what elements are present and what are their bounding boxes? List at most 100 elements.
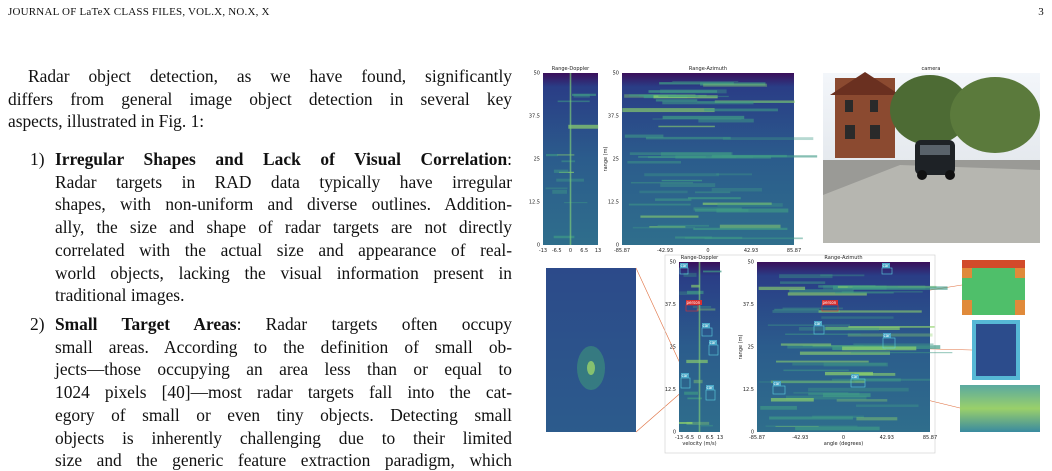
label-background (882, 263, 890, 268)
heatmap-band (693, 379, 703, 384)
paragraph-line: Radar object detection, as we have found… (28, 66, 512, 86)
heatmap-band (787, 292, 867, 296)
heatmap-band (823, 362, 888, 367)
list-line: world objects, lacking the visual inform… (55, 262, 512, 283)
x-tick-label: -42.93 (792, 435, 808, 441)
list-first-line: Small Target Areas: Radar targets often … (55, 313, 512, 335)
y-tick-label: 50 (748, 260, 754, 266)
heatmap-band (808, 387, 909, 392)
label-background (686, 300, 702, 305)
heatmap-band (661, 179, 703, 182)
heatmap-band (776, 360, 869, 363)
panel-frame (664, 254, 936, 454)
list-title-end: : (507, 149, 512, 169)
x-tick-label: -85.87 (614, 248, 630, 254)
heatmap-band (719, 224, 781, 229)
detection-label: car (710, 340, 717, 345)
list-line: egory of small or even tiny objects. Det… (55, 404, 512, 425)
heatmap-band (655, 198, 692, 201)
heatmap-band (692, 306, 712, 308)
heatmap-band (783, 369, 849, 372)
detection-label: car (681, 263, 688, 268)
heatmap-band (831, 378, 930, 381)
heatmap-band (647, 156, 737, 159)
list-line: ally, the size and shape of radar target… (55, 217, 512, 238)
panel-title: Range-Doppler (681, 255, 719, 261)
detection-label: car (852, 374, 859, 379)
list-number: 1) (30, 149, 45, 169)
heatmap-band (624, 134, 664, 138)
panel-title: Range-Doppler (552, 66, 590, 72)
heatmap-band (639, 190, 688, 194)
heatmap-band (703, 270, 722, 273)
heatmap-band (545, 153, 559, 157)
heatmap-band (820, 274, 865, 277)
heatmap-band (704, 237, 803, 240)
x-tick-label: -85.87 (749, 435, 765, 441)
x-tick-label: -42.93 (657, 248, 673, 254)
heatmap-band (769, 416, 853, 420)
y-tick-label: 37.5 (608, 114, 619, 120)
heatmap-band (659, 82, 734, 85)
heatmap-band (856, 417, 898, 421)
heatmap-band (822, 393, 871, 398)
heatmap-band (848, 326, 935, 328)
camera-image (823, 72, 1040, 243)
x-tick-label: -13 (675, 435, 683, 441)
x-tick-label: 13 (717, 435, 723, 441)
heatmap-band (702, 202, 772, 205)
heatmap-band (683, 272, 697, 277)
x-tick-label: -13 (539, 248, 547, 254)
x-tick-label: 85.87 (787, 248, 801, 254)
detection-label: car (815, 321, 822, 326)
heatmap-band (759, 381, 856, 383)
heatmap-band (824, 371, 874, 376)
panel-title: camera (922, 66, 941, 72)
heatmap-band (770, 397, 814, 402)
heatmap-band (852, 286, 948, 290)
heatmap-band (644, 173, 719, 177)
heatmap-band (694, 191, 731, 194)
heatmap-band (553, 169, 569, 173)
heatmap-band (628, 203, 691, 206)
heatmap-band (672, 81, 739, 83)
y-axis-label: range (m) (603, 147, 609, 172)
x-tick-label: -6.5 (684, 435, 694, 441)
heatmap-band (703, 83, 768, 87)
heatmap-band (552, 189, 568, 194)
heatmap-band (557, 100, 590, 103)
y-tick-label: 37.5 (529, 114, 540, 120)
heatmap-band (775, 425, 819, 427)
heatmap-band (722, 137, 814, 141)
heatmap-band (799, 351, 890, 355)
heatmap-band (693, 227, 788, 231)
y-tick-label: 50 (534, 71, 540, 77)
heatmap (622, 73, 794, 245)
x-tick-label: 0 (569, 248, 572, 254)
heatmap-band (629, 152, 732, 155)
label-background (681, 373, 689, 378)
heatmap-band (854, 372, 896, 376)
heatmap-band (553, 235, 575, 239)
heatmap-band (648, 90, 718, 93)
heatmap-band (716, 173, 753, 176)
heatmap-band (841, 291, 923, 293)
heatmap-band (711, 187, 762, 192)
heatmap-band (853, 378, 901, 382)
y-tick-label: 12.5 (665, 387, 676, 393)
list-line: traditional images. (55, 285, 185, 306)
heatmap-band (812, 345, 895, 347)
list-title: Irregular Shapes and Lack of Visual Corr… (55, 149, 508, 169)
label-background (822, 300, 838, 305)
heatmap-band (795, 426, 880, 431)
x-tick-label: 85.87 (923, 435, 937, 441)
detection-label: person (687, 300, 701, 305)
zoom-patch (546, 268, 636, 432)
x-tick-label: 0 (698, 435, 701, 441)
list-number: 2) (30, 314, 45, 334)
heatmap-band (662, 101, 754, 105)
x-tick-label: 0 (706, 248, 709, 254)
heatmap-band (779, 274, 833, 279)
y-tick-label: 12.5 (608, 200, 619, 206)
heatmap-band (655, 99, 698, 102)
